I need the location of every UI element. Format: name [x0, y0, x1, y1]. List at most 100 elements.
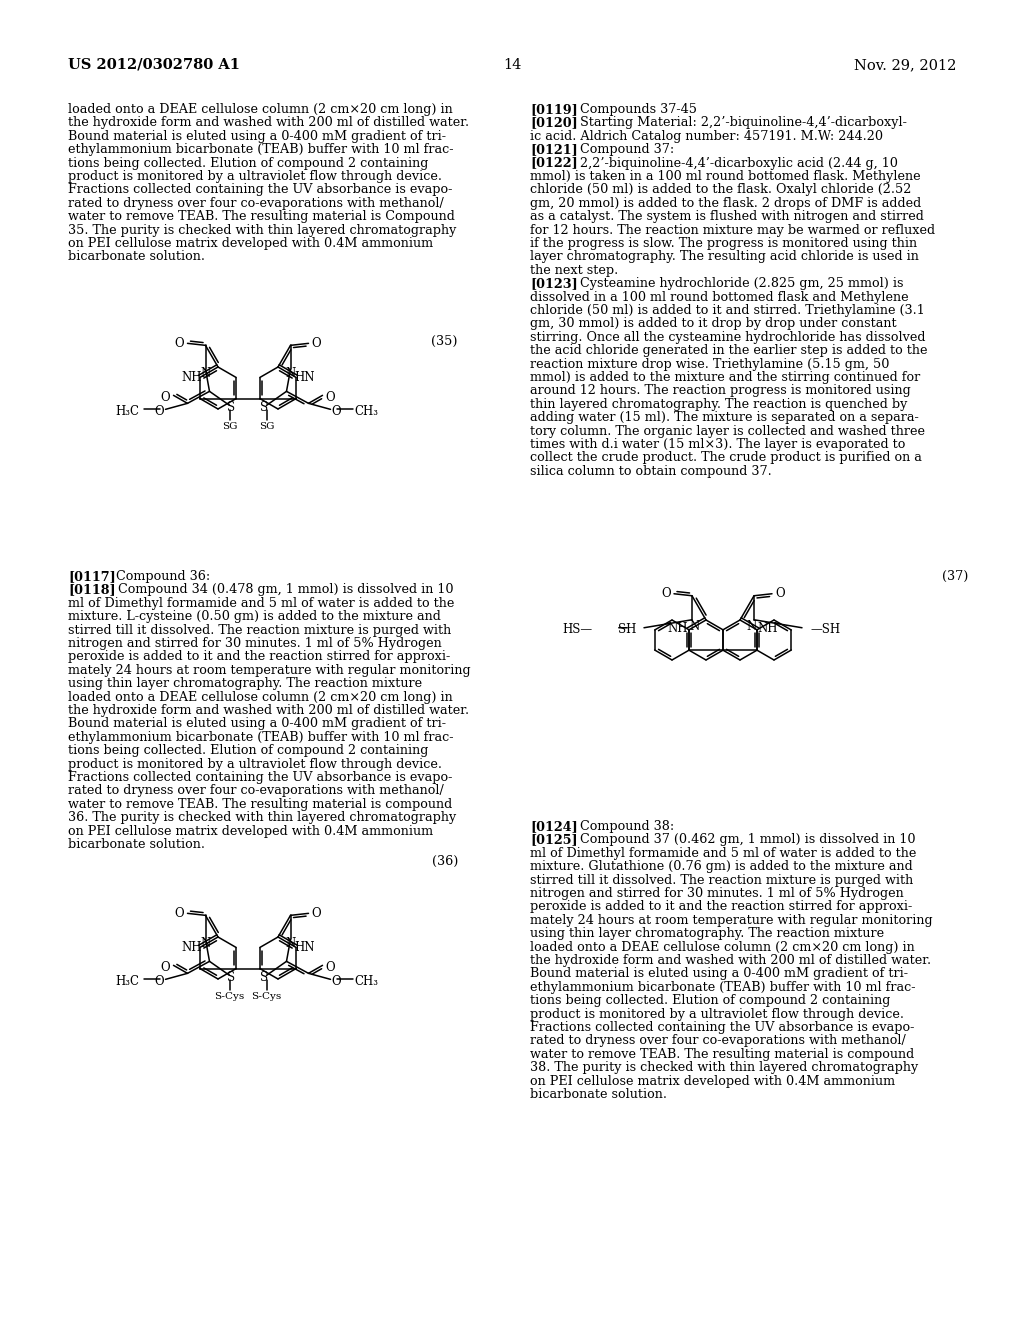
- Text: the acid chloride generated in the earlier step is added to the: the acid chloride generated in the earli…: [530, 345, 928, 358]
- Text: O: O: [155, 975, 164, 987]
- Text: SG: SG: [222, 422, 238, 432]
- Text: if the progress is slow. The progress is monitored using thin: if the progress is slow. The progress is…: [530, 238, 918, 249]
- Text: Fractions collected containing the UV absorbance is evapo-: Fractions collected containing the UV ab…: [68, 183, 453, 197]
- Text: N: N: [201, 937, 211, 950]
- Text: tions being collected. Elution of compound 2 containing: tions being collected. Elution of compou…: [530, 994, 891, 1007]
- Text: O: O: [311, 337, 322, 350]
- Text: O: O: [775, 587, 784, 601]
- Text: product is monitored by a ultraviolet flow through device.: product is monitored by a ultraviolet fl…: [68, 170, 442, 183]
- Text: around 12 hours. The reaction progress is monitored using: around 12 hours. The reaction progress i…: [530, 384, 910, 397]
- Text: O: O: [161, 961, 170, 974]
- Text: using thin layer chromatography. The reaction mixture: using thin layer chromatography. The rea…: [530, 927, 884, 940]
- Text: O: O: [332, 405, 341, 418]
- Text: tions being collected. Elution of compound 2 containing: tions being collected. Elution of compou…: [68, 157, 428, 169]
- Text: water to remove TEAB. The resulting material is Compound: water to remove TEAB. The resulting mate…: [68, 210, 455, 223]
- Text: Compound 37:: Compound 37:: [568, 143, 674, 156]
- Text: 38. The purity is checked with thin layered chromatography: 38. The purity is checked with thin laye…: [530, 1061, 919, 1074]
- Text: (35): (35): [431, 335, 458, 348]
- Text: collect the crude product. The crude product is purified on a: collect the crude product. The crude pro…: [530, 451, 922, 465]
- Text: [0122]: [0122]: [530, 157, 578, 169]
- Text: [0117]: [0117]: [68, 570, 116, 583]
- Text: tions being collected. Elution of compound 2 containing: tions being collected. Elution of compou…: [68, 744, 428, 758]
- Text: N: N: [285, 937, 295, 950]
- Text: N: N: [690, 619, 700, 632]
- Text: H₃C: H₃C: [116, 975, 139, 987]
- Text: US 2012/0302780 A1: US 2012/0302780 A1: [68, 58, 240, 73]
- Text: H₃C: H₃C: [116, 405, 139, 418]
- Text: times with d.i water (15 ml×3). The layer is evaporated to: times with d.i water (15 ml×3). The laye…: [530, 438, 905, 451]
- Text: Compounds 37-45: Compounds 37-45: [568, 103, 697, 116]
- Text: O: O: [155, 405, 164, 418]
- Text: on PEI cellulose matrix developed with 0.4M ammonium: on PEI cellulose matrix developed with 0…: [68, 238, 433, 249]
- Text: O: O: [161, 391, 170, 404]
- Text: O: O: [311, 907, 322, 920]
- Text: O: O: [175, 337, 184, 350]
- Text: Compound 36:: Compound 36:: [104, 570, 210, 583]
- Text: for 12 hours. The reaction mixture may be warmed or refluxed: for 12 hours. The reaction mixture may b…: [530, 223, 935, 236]
- Text: rated to dryness over four co-evaporations with methanol/: rated to dryness over four co-evaporatio…: [68, 784, 443, 797]
- Text: O: O: [175, 907, 184, 920]
- Text: bicarbonate solution.: bicarbonate solution.: [530, 1088, 667, 1101]
- Text: water to remove TEAB. The resulting material is compound: water to remove TEAB. The resulting mate…: [530, 1048, 914, 1061]
- Text: peroxide is added to it and the reaction stirred for approxi-: peroxide is added to it and the reaction…: [68, 651, 451, 664]
- Text: nitrogen and stirred for 30 minutes. 1 ml of 5% Hydrogen: nitrogen and stirred for 30 minutes. 1 m…: [68, 638, 441, 649]
- Text: O: O: [662, 587, 671, 601]
- Text: product is monitored by a ultraviolet flow through device.: product is monitored by a ultraviolet fl…: [530, 1007, 904, 1020]
- Text: ml of Dimethyl formamide and 5 ml of water is added to the: ml of Dimethyl formamide and 5 ml of wat…: [68, 597, 455, 610]
- Text: stirring. Once all the cysteamine hydrochloride has dissolved: stirring. Once all the cysteamine hydroc…: [530, 331, 926, 343]
- Text: 2,2’-biquinoline-4,4’-dicarboxylic acid (2.44 g, 10: 2,2’-biquinoline-4,4’-dicarboxylic acid …: [568, 157, 898, 169]
- Text: Starting Material: 2,2’-biquinoline-4,4’-dicarboxyl-: Starting Material: 2,2’-biquinoline-4,4’…: [568, 116, 907, 129]
- Text: CH₃: CH₃: [354, 405, 379, 418]
- Text: N: N: [201, 367, 211, 380]
- Text: Compound 38:: Compound 38:: [568, 820, 674, 833]
- Text: ml of Dimethyl formamide and 5 ml of water is added to the: ml of Dimethyl formamide and 5 ml of wat…: [530, 847, 916, 859]
- Text: 14: 14: [503, 58, 521, 73]
- Text: (37): (37): [942, 570, 968, 583]
- Text: layer chromatography. The resulting acid chloride is used in: layer chromatography. The resulting acid…: [530, 251, 919, 264]
- Text: [0124]: [0124]: [530, 820, 578, 833]
- Text: Bound material is eluted using a 0-400 mM gradient of tri-: Bound material is eluted using a 0-400 m…: [68, 717, 446, 730]
- Text: Fractions collected containing the UV absorbance is evapo-: Fractions collected containing the UV ab…: [530, 1020, 914, 1034]
- Text: S: S: [260, 401, 268, 414]
- Text: [0118]: [0118]: [68, 583, 116, 597]
- Text: CH₃: CH₃: [354, 975, 379, 987]
- Text: product is monitored by a ultraviolet flow through device.: product is monitored by a ultraviolet fl…: [68, 758, 442, 771]
- Text: [0125]: [0125]: [530, 833, 578, 846]
- Text: loaded onto a DEAE cellulose column (2 cm×20 cm long) in: loaded onto a DEAE cellulose column (2 c…: [530, 941, 914, 953]
- Text: Compound 37 (0.462 gm, 1 mmol) is dissolved in 10: Compound 37 (0.462 gm, 1 mmol) is dissol…: [568, 833, 915, 846]
- Text: NH: NH: [181, 371, 202, 384]
- Text: the hydroxide form and washed with 200 ml of distilled water.: the hydroxide form and washed with 200 m…: [530, 954, 931, 968]
- Text: HN: HN: [294, 371, 314, 384]
- Text: gm, 30 mmol) is added to it drop by drop under constant: gm, 30 mmol) is added to it drop by drop…: [530, 317, 897, 330]
- Text: rated to dryness over four co-evaporations with methanol/: rated to dryness over four co-evaporatio…: [68, 197, 443, 210]
- Text: on PEI cellulose matrix developed with 0.4M ammonium: on PEI cellulose matrix developed with 0…: [68, 825, 433, 838]
- Text: [0121]: [0121]: [530, 143, 578, 156]
- Text: SH: SH: [617, 623, 636, 636]
- Text: tory column. The organic layer is collected and washed three: tory column. The organic layer is collec…: [530, 425, 925, 438]
- Text: [0120]: [0120]: [530, 116, 578, 129]
- Text: loaded onto a DEAE cellulose column (2 cm×20 cm long) in: loaded onto a DEAE cellulose column (2 c…: [68, 103, 453, 116]
- Text: on PEI cellulose matrix developed with 0.4M ammonium: on PEI cellulose matrix developed with 0…: [530, 1074, 895, 1088]
- Text: peroxide is added to it and the reaction stirred for approxi-: peroxide is added to it and the reaction…: [530, 900, 912, 913]
- Text: Nov. 29, 2012: Nov. 29, 2012: [854, 58, 956, 73]
- Text: rated to dryness over four co-evaporations with methanol/: rated to dryness over four co-evaporatio…: [530, 1035, 906, 1047]
- Text: Cysteamine hydrochloride (2.825 gm, 25 mmol) is: Cysteamine hydrochloride (2.825 gm, 25 m…: [568, 277, 903, 290]
- Text: O: O: [326, 391, 335, 404]
- Text: gm, 20 mmol) is added to the flask. 2 drops of DMF is added: gm, 20 mmol) is added to the flask. 2 dr…: [530, 197, 922, 210]
- Text: Bound material is eluted using a 0-400 mM gradient of tri-: Bound material is eluted using a 0-400 m…: [530, 968, 908, 981]
- Text: S-Cys: S-Cys: [251, 993, 282, 1002]
- Text: N: N: [746, 619, 757, 632]
- Text: loaded onto a DEAE cellulose column (2 cm×20 cm long) in: loaded onto a DEAE cellulose column (2 c…: [68, 690, 453, 704]
- Text: mmol) is taken in a 100 ml round bottomed flask. Methylene: mmol) is taken in a 100 ml round bottome…: [530, 170, 921, 183]
- Text: as a catalyst. The system is flushed with nitrogen and stirred: as a catalyst. The system is flushed wit…: [530, 210, 924, 223]
- Text: bicarbonate solution.: bicarbonate solution.: [68, 251, 205, 264]
- Text: S: S: [227, 970, 236, 983]
- Text: S: S: [227, 401, 236, 414]
- Text: NH: NH: [758, 622, 778, 635]
- Text: 36. The purity is checked with thin layered chromatography: 36. The purity is checked with thin laye…: [68, 812, 457, 824]
- Text: ethylammonium bicarbonate (TEAB) buffer with 10 ml frac-: ethylammonium bicarbonate (TEAB) buffer …: [68, 143, 454, 156]
- Text: mately 24 hours at room temperature with regular monitoring: mately 24 hours at room temperature with…: [68, 664, 471, 677]
- Text: reaction mixture drop wise. Triethylamine (5.15 gm, 50: reaction mixture drop wise. Triethylamin…: [530, 358, 890, 371]
- Text: silica column to obtain compound 37.: silica column to obtain compound 37.: [530, 465, 772, 478]
- Text: S: S: [260, 970, 268, 983]
